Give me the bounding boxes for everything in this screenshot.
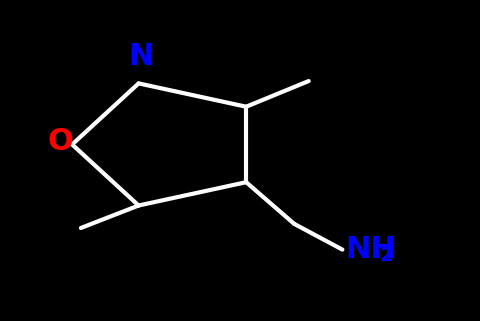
Text: 2: 2: [379, 246, 392, 265]
Text: O: O: [47, 127, 73, 156]
Text: N: N: [128, 41, 154, 71]
Text: NH: NH: [344, 235, 395, 264]
